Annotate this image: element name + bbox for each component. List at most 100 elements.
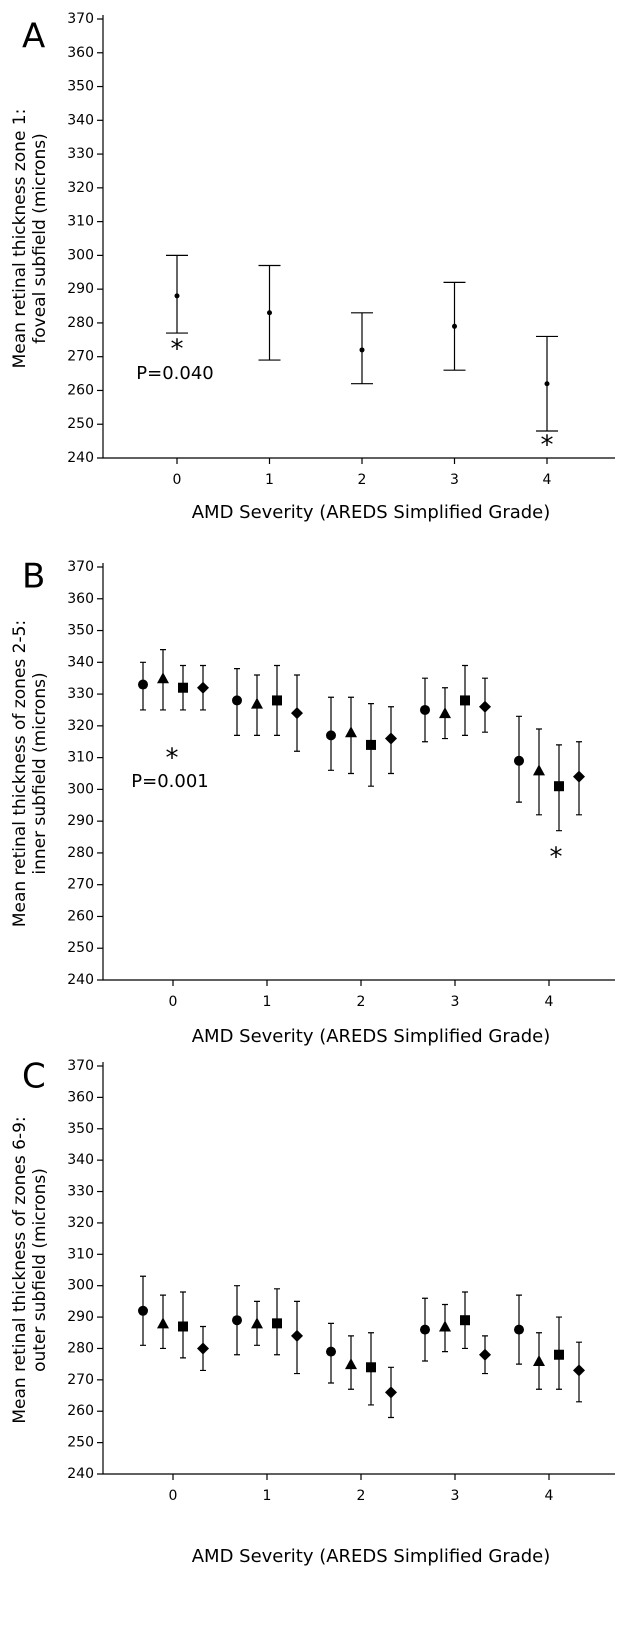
marker — [452, 323, 457, 329]
annotation: P=0.040 — [136, 363, 213, 384]
marker — [345, 1358, 357, 1370]
x-tick-label: 4 — [545, 1488, 554, 1504]
x-tick-label: 1 — [263, 994, 272, 1010]
y-tick-label: 300 — [67, 781, 94, 797]
x-tick-label: 0 — [173, 472, 182, 488]
panel-label: C — [22, 1057, 46, 1097]
marker — [272, 695, 282, 706]
y-tick-label: 240 — [67, 972, 94, 988]
y-axis-label: inner subfield (microns) — [30, 672, 50, 874]
marker — [174, 293, 180, 299]
marker — [439, 1320, 451, 1332]
marker — [272, 1318, 282, 1329]
x-tick-label: 3 — [451, 994, 460, 1010]
y-tick-label: 250 — [67, 416, 94, 432]
marker — [345, 726, 357, 738]
y-tick-label: 350 — [67, 79, 94, 95]
marker — [138, 679, 148, 690]
y-tick-label: 260 — [67, 1403, 94, 1419]
y-tick-label: 320 — [67, 1215, 94, 1231]
y-tick-label: 270 — [67, 877, 94, 893]
x-tick-label: 2 — [357, 994, 366, 1010]
marker — [420, 704, 430, 715]
marker — [326, 1346, 336, 1357]
y-tick-label: 250 — [67, 1435, 94, 1451]
y-tick-label: 320 — [67, 180, 94, 196]
y-axis-label: Mean retinal thickness of zones 6-9: — [10, 1116, 30, 1423]
axis-line — [102, 15, 615, 459]
annotation: * — [166, 744, 179, 774]
x-axis-label: AMD Severity (AREDS Simplified Grade) — [192, 1546, 551, 1567]
marker — [533, 1355, 545, 1367]
x-tick-label: 2 — [358, 472, 367, 488]
marker — [291, 1329, 303, 1342]
y-tick-label: 310 — [67, 750, 94, 766]
x-tick-label: 0 — [169, 994, 178, 1010]
y-tick-label: 290 — [67, 1309, 94, 1325]
panel-label: A — [22, 17, 45, 57]
marker — [573, 770, 585, 783]
y-tick-label: 300 — [67, 247, 94, 263]
x-axis-label: AMD Severity (AREDS Simplified Grade) — [192, 1026, 551, 1047]
annotation: P=0.001 — [131, 771, 208, 792]
marker — [533, 764, 545, 776]
marker — [554, 781, 564, 792]
marker — [479, 1348, 491, 1361]
marker — [157, 1317, 169, 1329]
marker — [460, 695, 470, 706]
marker — [197, 1342, 209, 1355]
axis-line — [102, 1062, 615, 1475]
marker — [420, 1324, 430, 1335]
y-tick-label: 340 — [67, 654, 94, 670]
y-tick-label: 290 — [67, 813, 94, 829]
y-tick-label: 350 — [67, 623, 94, 639]
y-tick-label: 280 — [67, 1340, 94, 1356]
marker — [514, 1324, 524, 1335]
y-tick-label: 350 — [67, 1121, 94, 1137]
marker — [385, 732, 397, 745]
y-tick-label: 370 — [67, 559, 94, 575]
marker — [291, 707, 303, 720]
y-tick-label: 260 — [67, 382, 94, 398]
y-tick-label: 240 — [67, 1466, 94, 1482]
marker — [267, 310, 272, 316]
panel-label: B — [22, 557, 45, 597]
y-tick-label: 320 — [67, 718, 94, 734]
marker — [178, 682, 188, 693]
marker — [326, 730, 336, 741]
y-tick-label: 260 — [67, 908, 94, 924]
y-axis-label: Mean retinal thickness of zones 2-5: — [10, 620, 30, 927]
x-tick-label: 0 — [169, 1488, 178, 1504]
y-tick-label: 300 — [67, 1278, 94, 1294]
marker — [178, 1321, 188, 1332]
marker — [573, 1364, 585, 1377]
marker — [251, 1317, 263, 1329]
y-tick-label: 340 — [67, 1152, 94, 1168]
marker — [251, 697, 263, 709]
x-axis-label: AMD Severity (AREDS Simplified Grade) — [192, 502, 551, 523]
marker — [554, 1349, 564, 1360]
annotation: * — [541, 431, 554, 461]
y-tick-label: 360 — [67, 45, 94, 61]
x-tick-label: 4 — [543, 472, 552, 488]
y-axis-label: foveal subfield (microns) — [30, 133, 50, 344]
y-tick-label: 360 — [67, 591, 94, 607]
y-tick-label: 310 — [67, 1246, 94, 1262]
marker — [232, 695, 242, 706]
marker — [544, 381, 550, 387]
x-tick-label: 1 — [265, 472, 274, 488]
y-tick-label: 240 — [67, 450, 94, 466]
y-tick-label: 250 — [67, 940, 94, 956]
x-tick-label: 1 — [263, 1488, 272, 1504]
marker — [138, 1305, 148, 1316]
y-tick-label: 340 — [67, 112, 94, 128]
y-tick-label: 310 — [67, 214, 94, 230]
x-tick-label: 3 — [451, 1488, 460, 1504]
marker — [232, 1315, 242, 1326]
y-tick-label: 330 — [67, 146, 94, 162]
y-tick-label: 360 — [67, 1089, 94, 1105]
annotation: * — [171, 335, 184, 365]
y-tick-label: 370 — [67, 1058, 94, 1074]
marker — [514, 755, 524, 766]
